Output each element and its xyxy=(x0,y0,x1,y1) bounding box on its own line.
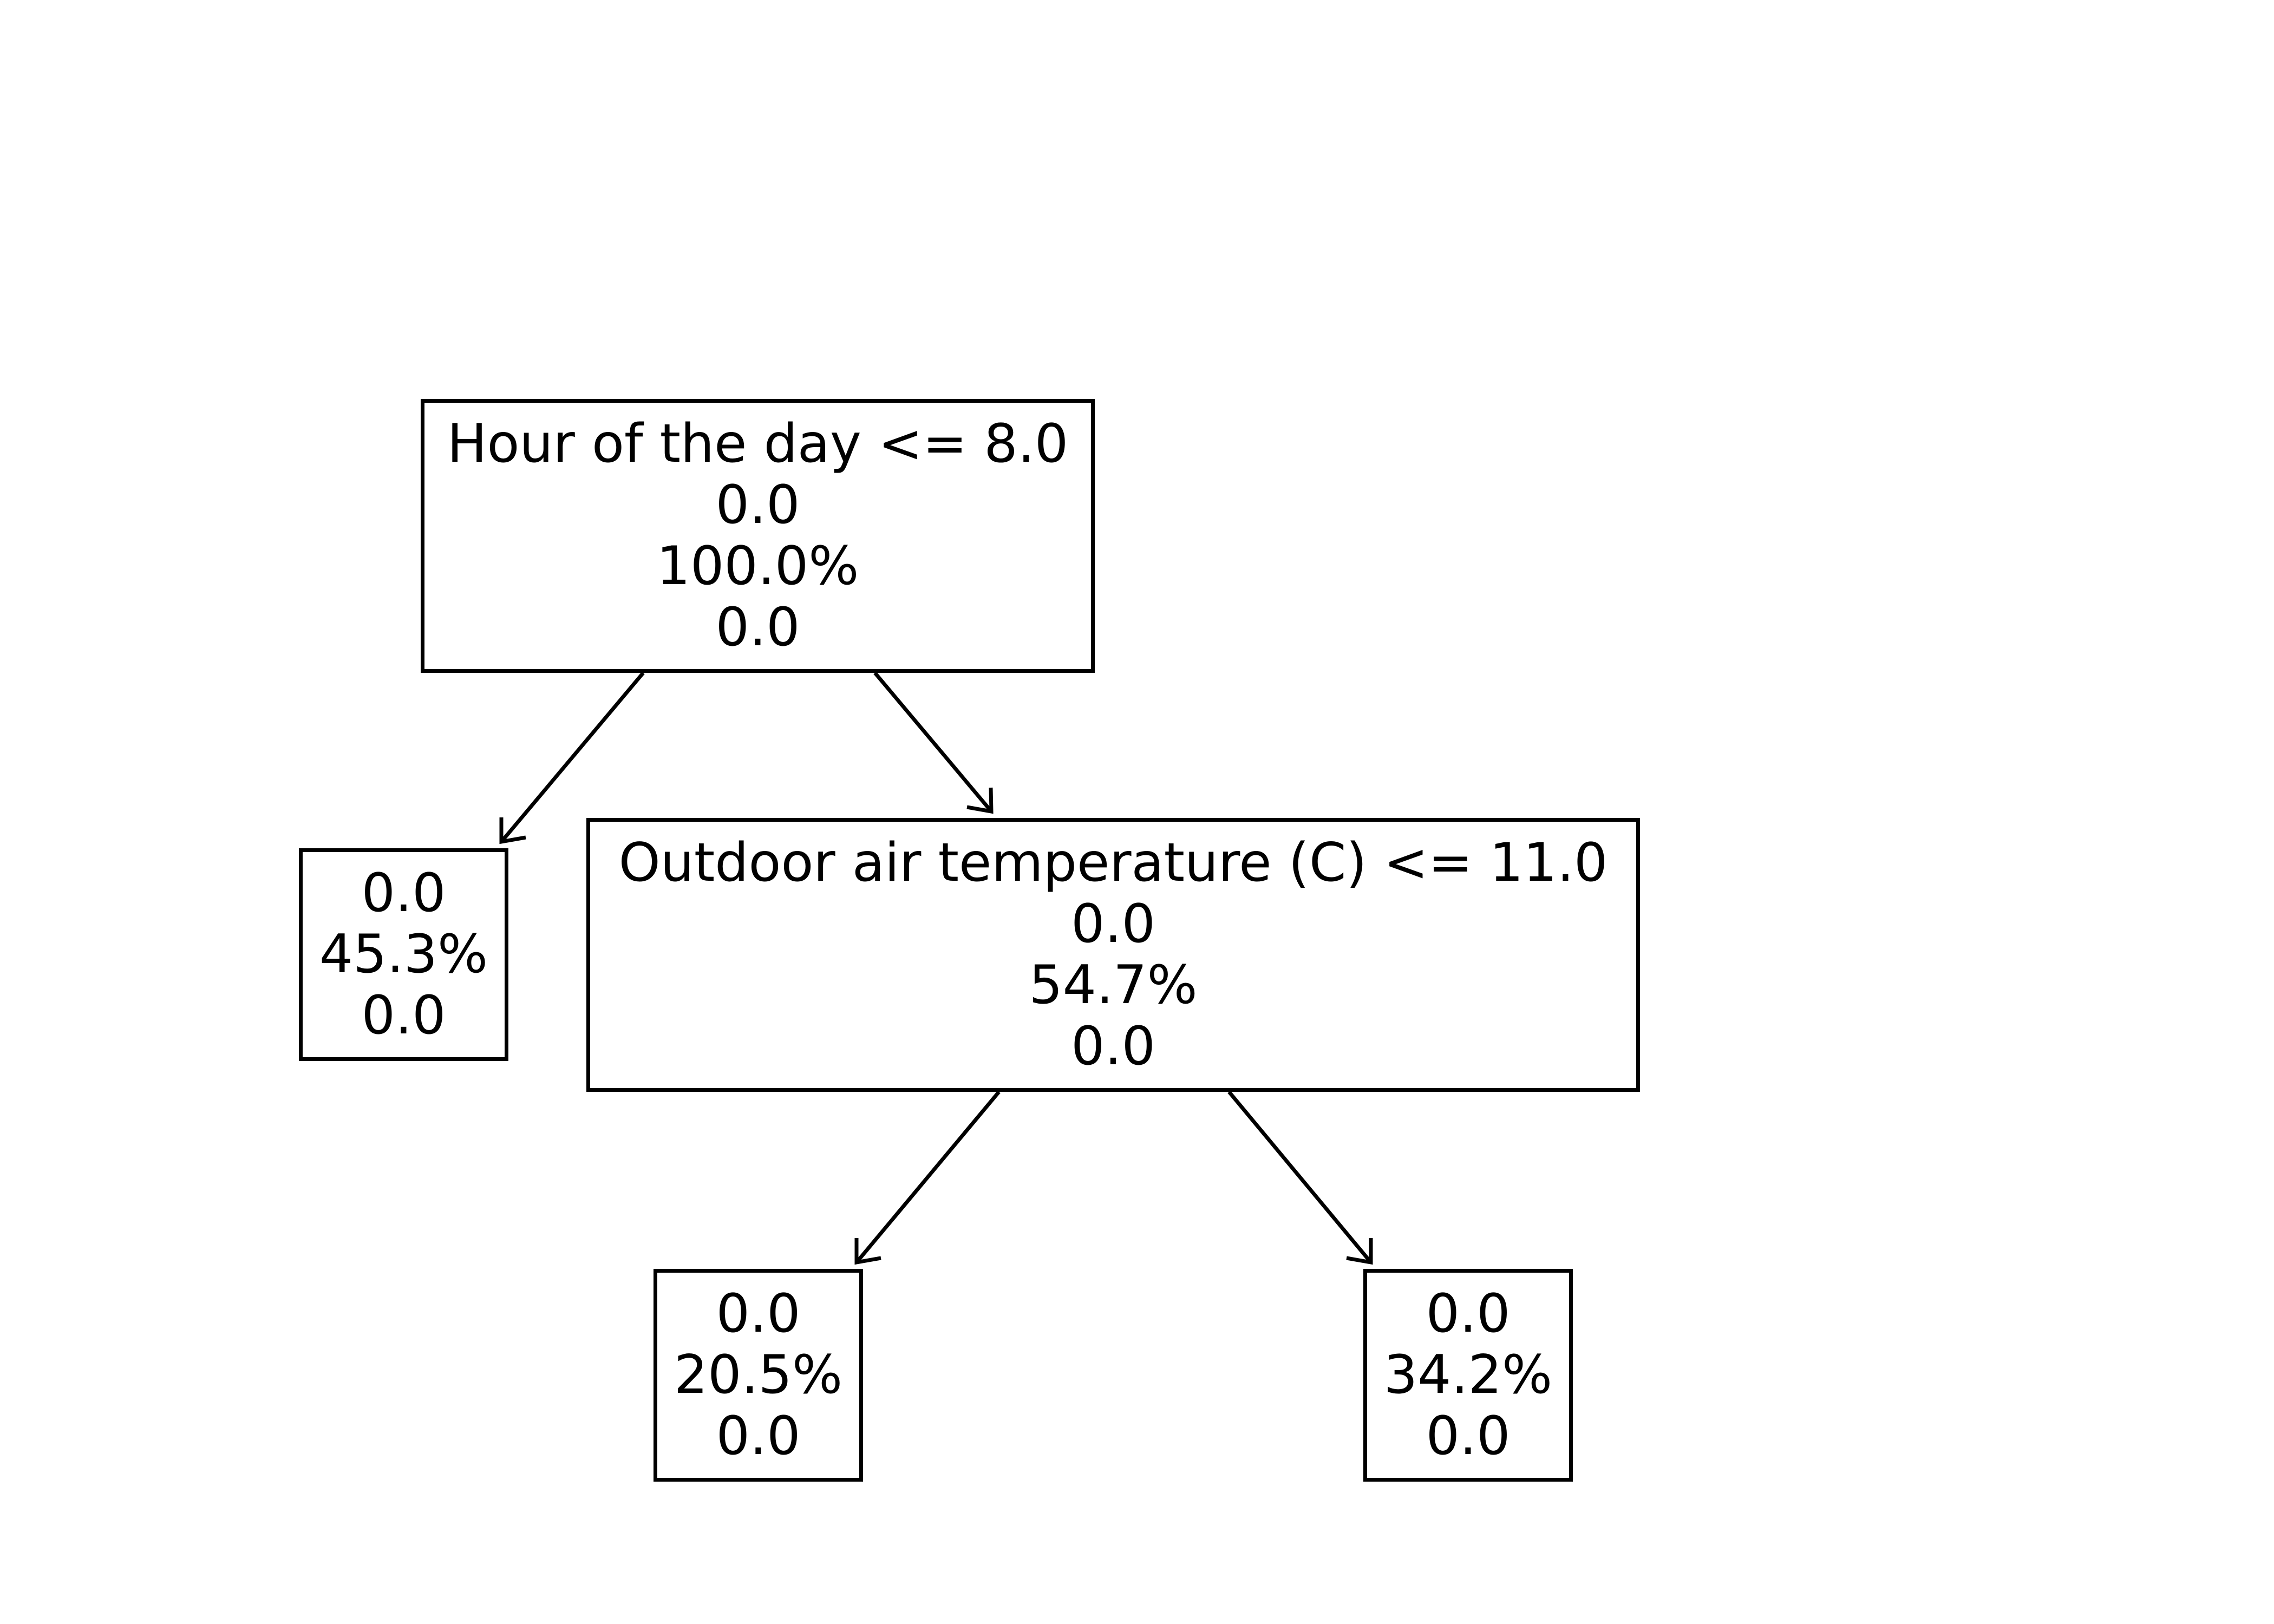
node-condition: Outdoor air temperature (C) <= 11.0 xyxy=(618,832,1608,894)
node-value: 0.0 xyxy=(1426,1405,1511,1467)
tree-node-split: Outdoor air temperature (C) <= 11.0 0.0 … xyxy=(586,818,1640,1092)
node-value: 0.0 xyxy=(716,1405,801,1467)
edge-root-to-leaf-left xyxy=(499,671,645,844)
node-samples-percent: 54.7% xyxy=(1029,954,1198,1016)
tree-leaf-middle: 0.0 20.5% 0.0 xyxy=(654,1269,863,1482)
edge-split-to-leaf-mid xyxy=(854,1090,1001,1265)
node-value: 0.0 xyxy=(1426,1283,1511,1345)
node-value: 0.0 xyxy=(1071,1016,1155,1077)
tree-leaf-left: 0.0 45.3% 0.0 xyxy=(299,848,508,1061)
node-value: 0.0 xyxy=(715,597,800,658)
node-samples-percent: 34.2% xyxy=(1383,1344,1553,1406)
node-samples-percent: 45.3% xyxy=(319,924,488,985)
node-condition: Hour of the day <= 8.0 xyxy=(447,413,1069,475)
tree-node-root: Hour of the day <= 8.0 0.0 100.0% 0.0 xyxy=(421,399,1095,673)
node-value: 0.0 xyxy=(715,474,800,536)
node-value: 0.0 xyxy=(361,862,446,924)
node-samples-percent: 100.0% xyxy=(656,535,859,597)
node-value: 0.0 xyxy=(716,1283,801,1345)
edge-split-to-leaf-right xyxy=(1227,1090,1373,1265)
edge-root-to-split xyxy=(873,671,994,814)
node-value: 0.0 xyxy=(1071,893,1155,955)
tree-leaf-right: 0.0 34.2% 0.0 xyxy=(1363,1269,1573,1482)
node-value: 0.0 xyxy=(361,985,446,1046)
node-samples-percent: 20.5% xyxy=(674,1344,843,1406)
